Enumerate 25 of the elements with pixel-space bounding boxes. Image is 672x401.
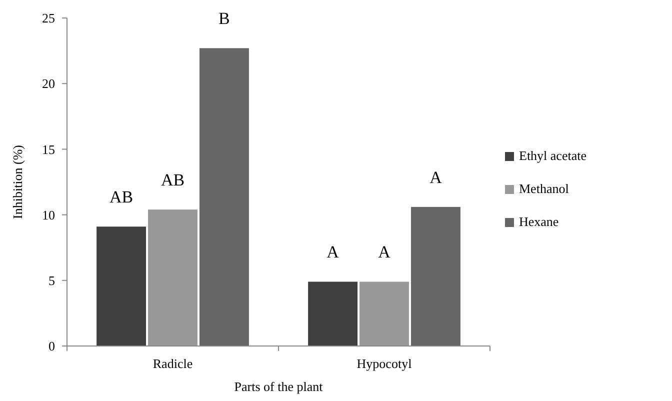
bar <box>308 282 358 346</box>
annotation: AB <box>160 170 185 190</box>
annotation: A <box>326 242 340 262</box>
x-axis-title: Parts of the plant <box>234 379 324 394</box>
y-tick-label: 25 <box>42 10 55 26</box>
bar <box>410 206 460 346</box>
annotation: AB <box>109 188 134 207</box>
bar <box>148 210 198 346</box>
y-tick-label: 10 <box>42 207 55 222</box>
y-tick-label: 20 <box>42 76 55 92</box>
legend-label: Hexane <box>519 214 559 229</box>
legend-label: Ethyl acetate <box>519 148 587 163</box>
x-tick-label: Hypocotyl <box>356 356 412 371</box>
x-tick-label: Radicle <box>152 356 193 371</box>
annotation: B <box>218 9 230 28</box>
bar <box>199 48 249 346</box>
legend-label: Methanol <box>519 181 570 196</box>
bar <box>96 226 146 346</box>
annotation: A <box>430 168 443 187</box>
bar <box>360 282 409 346</box>
y-axis-title: Inhibition (%) <box>10 144 25 220</box>
y-tick-label: 15 <box>42 142 55 157</box>
y-tick-label: 5 <box>48 272 55 288</box>
y-tick-label: 0 <box>48 338 55 354</box>
annotation: A <box>378 242 392 262</box>
